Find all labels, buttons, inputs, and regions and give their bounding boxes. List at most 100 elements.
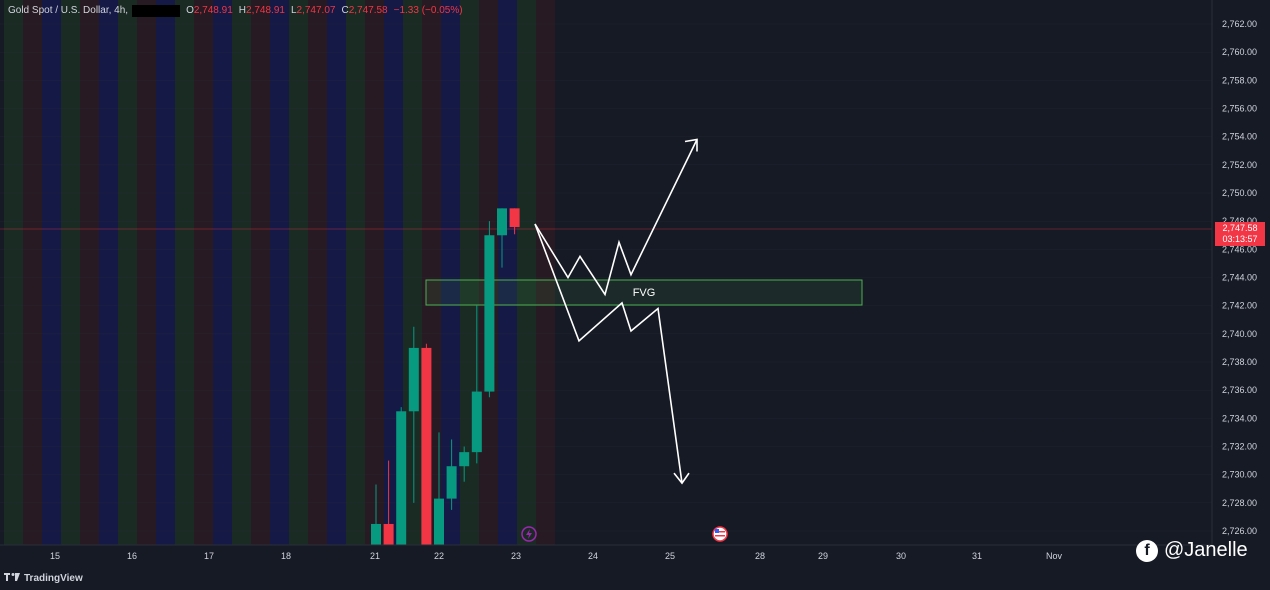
change-value: −1.33 (−0.05%)	[393, 5, 463, 16]
session-band	[213, 0, 232, 545]
session-band	[156, 0, 175, 545]
session-band	[327, 0, 346, 545]
current-price-tag: 2,747.58 03:13:57	[1215, 222, 1265, 246]
x-tick-label: 29	[818, 551, 828, 561]
high-value: 2,748.91	[246, 5, 285, 16]
y-tick-label: 2,732.00	[1222, 442, 1257, 452]
y-tick-label: 2,748.00	[1222, 216, 1257, 226]
projection-arrows	[534, 138, 698, 485]
tradingview-logo[interactable]: TradingView	[4, 572, 83, 585]
candle	[446, 439, 457, 510]
session-band	[289, 0, 308, 545]
candle-body	[383, 523, 394, 545]
session-band	[118, 0, 137, 545]
author-watermark: f @Janelle	[1136, 539, 1248, 562]
candle-body	[509, 208, 520, 228]
x-tick-label: 21	[370, 551, 380, 561]
y-tick-label: 2,730.00	[1222, 470, 1257, 480]
facebook-icon: f	[1136, 539, 1158, 562]
y-tick-label: 2,728.00	[1222, 498, 1257, 508]
arrowhead-down	[673, 472, 690, 485]
y-tick-label: 2,758.00	[1222, 75, 1257, 85]
session-band	[536, 0, 555, 545]
candle-body	[446, 466, 457, 499]
session-band	[232, 0, 251, 545]
redaction-box	[132, 5, 181, 17]
open-label: O	[186, 5, 194, 16]
y-axis: 2,726.00 2,728.00 2,730.00 2,732.00 2,734.00…	[1211, 0, 1257, 545]
high-label: H	[238, 5, 247, 16]
y-tick-label: 2,726.00	[1222, 526, 1257, 536]
candle-countdown: 03:13:57	[1222, 234, 1258, 244]
grid-lines	[0, 23, 1212, 532]
session-band	[42, 0, 61, 545]
session-band	[61, 0, 80, 545]
session-band	[99, 0, 118, 545]
tv-brand-text: TradingView	[24, 573, 83, 584]
session-band	[346, 0, 365, 545]
event-icon-us-flag[interactable]	[712, 526, 728, 542]
candle-body	[371, 523, 381, 545]
session-bands	[4, 0, 555, 545]
y-tick-label: 2,738.00	[1222, 357, 1257, 367]
candle-body	[497, 208, 507, 236]
candle-body	[459, 452, 470, 467]
x-tick-label: 28	[755, 551, 765, 561]
close-label: C	[341, 5, 349, 16]
candle	[421, 343, 432, 545]
candle-body	[484, 235, 495, 392]
low-label: L	[290, 5, 297, 16]
y-tick-label: 2,752.00	[1222, 160, 1257, 170]
session-band	[251, 0, 270, 545]
candle-body	[471, 391, 482, 453]
x-tick-label: 18	[281, 551, 291, 561]
y-tick-label: 2,756.00	[1222, 104, 1257, 114]
candle	[459, 446, 470, 482]
x-tick-label: 25	[665, 551, 675, 561]
y-tick-label: 2,736.00	[1222, 385, 1257, 395]
candle	[408, 326, 419, 503]
open-value: 2,748.91	[193, 5, 233, 16]
session-band	[194, 0, 213, 545]
candle-body	[408, 347, 419, 412]
candle	[371, 484, 381, 545]
candles	[371, 208, 520, 545]
y-tick-label: 2,754.00	[1222, 132, 1257, 142]
session-band	[365, 0, 384, 545]
candle-body	[434, 498, 444, 545]
session-band	[498, 0, 517, 545]
x-tick-label: 31	[972, 551, 982, 561]
candle	[509, 208, 520, 235]
candle	[497, 208, 507, 268]
x-tick-label: Nov	[1046, 551, 1063, 561]
candle	[383, 460, 394, 545]
candle	[471, 305, 482, 464]
session-band	[308, 0, 327, 545]
session-band	[517, 0, 536, 545]
fvg-label: FVG	[633, 287, 656, 299]
session-band	[175, 0, 194, 545]
session-band	[441, 0, 460, 545]
session-band	[137, 0, 156, 545]
x-tick-label: 15	[50, 551, 60, 561]
candle	[484, 221, 495, 398]
session-band	[4, 0, 23, 545]
candle-body	[396, 411, 407, 545]
candle	[396, 407, 407, 545]
y-tick-label: 2,740.00	[1222, 329, 1257, 339]
x-tick-label: 24	[588, 551, 598, 561]
session-band	[384, 0, 403, 545]
fvg-zone	[425, 279, 863, 306]
y-tick-label: 2,762.00	[1222, 19, 1257, 29]
event-icon-lightning[interactable]	[521, 526, 537, 542]
x-tick-label: 17	[204, 551, 214, 561]
y-tick-label: 2,742.00	[1222, 301, 1257, 311]
x-axis: 15 16 17 18 21 22 23 24 25 28 29 30 31 Nov	[0, 544, 1212, 561]
watermark-text: @Janelle	[1164, 539, 1248, 561]
current-price-value: 2,747.58	[1222, 223, 1258, 233]
symbol-header: Gold Spot / U.S. Dollar, 4h, O 2,748.91 …	[8, 4, 469, 18]
candle	[434, 432, 444, 545]
low-value: 2,747.07	[296, 5, 336, 16]
session-band	[80, 0, 99, 545]
